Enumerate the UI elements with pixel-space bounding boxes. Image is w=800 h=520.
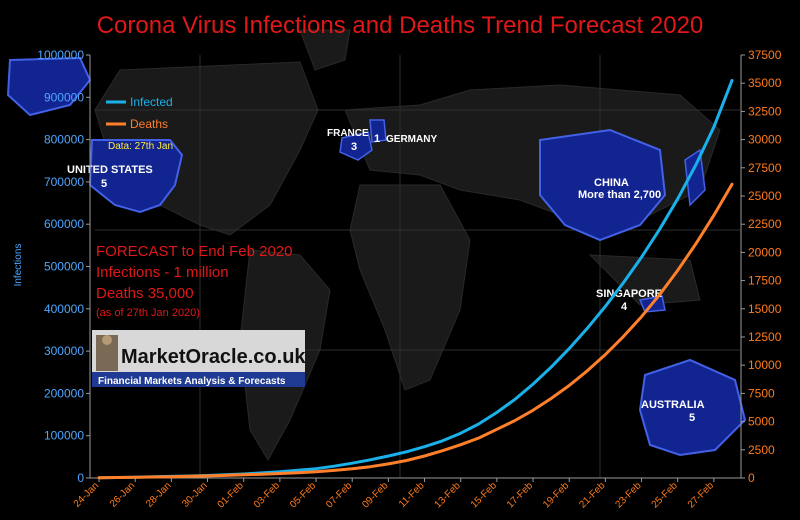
legend-label-deaths: Deaths	[130, 117, 168, 131]
forecast-line-1: FORECAST to End Feb 2020	[96, 243, 293, 260]
alaska-highlight	[6, 56, 92, 117]
map-count-china: More than 2,700	[578, 189, 661, 201]
map-count-france: 3	[351, 141, 357, 153]
brand-logo-head-icon	[102, 335, 112, 345]
data-note: Data: 27th Jan	[108, 141, 173, 152]
right-tick-label: 20000	[748, 245, 782, 259]
right-tick-label: 17500	[748, 274, 782, 288]
germany-highlight	[369, 119, 387, 143]
left-tick-label: 300000	[44, 344, 84, 358]
map-label-germany: GERMANY	[386, 134, 437, 145]
right-tick-label: 0	[748, 471, 755, 485]
right-tick-label: 2500	[748, 443, 775, 457]
australia-highlight	[638, 358, 747, 457]
world-map-background	[6, 29, 747, 478]
left-tick-label: 500000	[44, 260, 84, 274]
left-tick-label: 600000	[44, 217, 84, 231]
forecast-line-3: Deaths 35,000	[96, 285, 194, 302]
left-tick-label: 700000	[44, 175, 84, 189]
x-tick-label: 25-Feb	[650, 480, 680, 510]
right-tick-label: 10000	[748, 358, 782, 372]
x-tick-label: 05-Feb	[288, 480, 318, 510]
left-tick-label: 1000000	[37, 48, 84, 62]
x-tick-label: 24-Jan	[72, 480, 101, 509]
forecast-line-2: Infections - 1 million	[96, 264, 229, 281]
x-tick-label: 03-Feb	[252, 480, 282, 510]
right-tick-label: 15000	[748, 302, 782, 316]
brand-logo-icon	[96, 335, 118, 371]
x-tick-label: 30-Jan	[180, 480, 209, 509]
x-tick-label: 19-Feb	[541, 480, 571, 510]
map-label-singapore: SINGAPORE	[596, 288, 662, 300]
right-tick-label: 30000	[748, 133, 782, 147]
x-tick-label: 13-Feb	[433, 480, 463, 510]
us-highlight	[88, 139, 184, 214]
legend: Infected Deaths	[106, 95, 173, 131]
right-tick-label: 25000	[748, 189, 782, 203]
right-tick-label: 35000	[748, 76, 782, 90]
x-tick-label: 17-Feb	[505, 480, 535, 510]
x-tick-label: 09-Feb	[360, 480, 390, 510]
right-tick-label: 32500	[748, 104, 782, 118]
brand-box: MarketOracle.co.uk Financial Markets Ana…	[92, 330, 306, 387]
forecast-line-4: (as of 27th Jan 2020)	[96, 307, 200, 319]
x-tick-label: 15-Feb	[469, 480, 499, 510]
x-tick-label: 21-Feb	[577, 480, 607, 510]
right-tick-label: 22500	[748, 217, 782, 231]
map-count-us: 5	[101, 178, 107, 190]
x-tick-label: 23-Feb	[613, 480, 643, 510]
brand-name: MarketOracle.co.uk	[121, 346, 306, 368]
right-tick-label: 7500	[748, 386, 775, 400]
map-label-us: UNITED STATES	[67, 164, 153, 176]
x-tick-label: 01-Feb	[216, 480, 246, 510]
right-tick-label: 37500	[748, 48, 782, 62]
x-tick-label: 28-Jan	[144, 480, 173, 509]
x-tick-label: 11-Feb	[397, 480, 427, 510]
left-tick-label: 0	[77, 471, 84, 485]
japan-highlight	[684, 148, 706, 207]
left-tick-label: 200000	[44, 386, 84, 400]
y-axis-label: Infections	[13, 244, 24, 287]
left-axis-ticks: 0 100000 200000 300000 400000 500000 600000 700…	[37, 48, 90, 485]
right-tick-label: 12500	[748, 330, 782, 344]
x-tick-label: 27-Feb	[686, 480, 716, 510]
china-highlight	[539, 128, 667, 242]
legend-label-infected: Infected	[130, 95, 173, 109]
x-axis-ticks: 24-Jan 26-Jan 28-Jan 30-Jan 01-Feb 03-Feb 05-F…	[72, 478, 716, 511]
map-count-singapore: 4	[621, 301, 628, 313]
series-line-deaths	[97, 182, 734, 480]
brand-tagline-bar	[92, 372, 305, 387]
left-tick-label: 900000	[44, 90, 84, 104]
map-label-australia: AUSTRALIA	[641, 399, 705, 411]
x-tick-label: 26-Jan	[108, 480, 137, 509]
left-tick-label: 800000	[44, 133, 84, 147]
map-label-china: CHINA	[594, 177, 629, 189]
brand-tagline: Financial Markets Analysis & Forecasts	[98, 376, 286, 387]
right-tick-label: 27500	[748, 161, 782, 175]
left-tick-label: 100000	[44, 429, 84, 443]
series-group	[97, 78, 734, 480]
map-label-france: FRANCE	[327, 128, 369, 139]
map-count-germany: 1	[374, 133, 380, 145]
france-highlight	[339, 131, 373, 161]
left-tick-label: 400000	[44, 302, 84, 316]
chart-title: Corona Virus Infections and Deaths Trend…	[97, 12, 704, 39]
x-tick-label: 07-Feb	[324, 480, 354, 510]
right-tick-label: 5000	[748, 415, 775, 429]
right-axis-ticks: 0 2500 5000 7500 10000 12500 15000 17500 20000 22…	[741, 48, 782, 485]
map-count-australia: 5	[689, 412, 695, 424]
